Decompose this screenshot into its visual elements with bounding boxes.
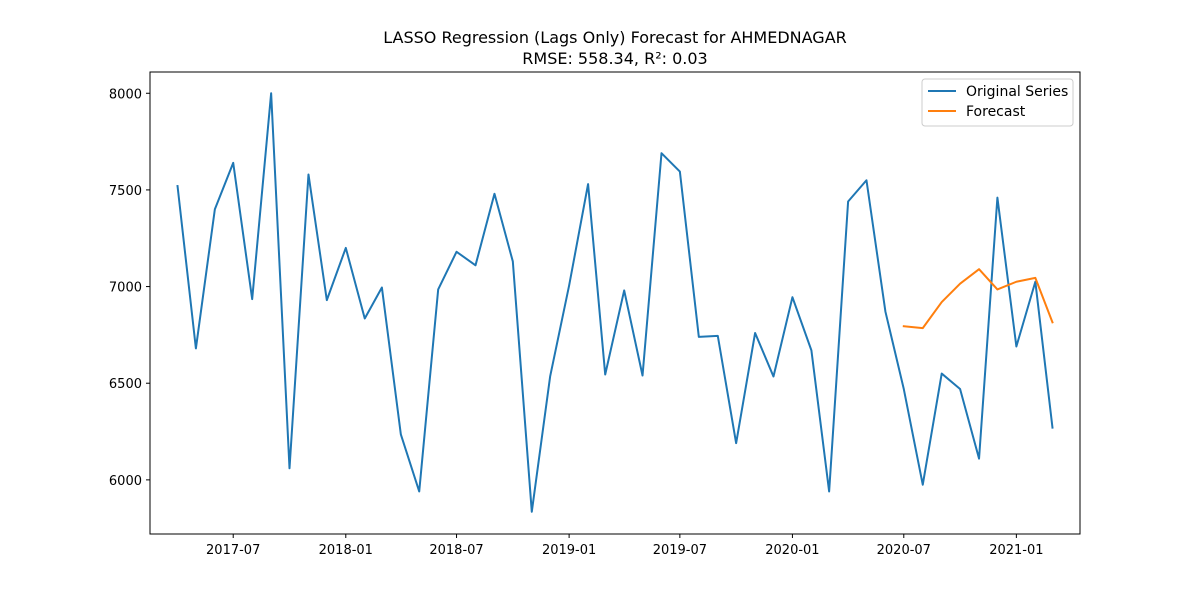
x-tick-label: 2019-07 [653, 543, 707, 558]
y-tick-label: 6500 [109, 377, 142, 392]
x-axis: 2017-07 2018-01 2018-07 2019-01 2019-07 2020-… [206, 534, 1044, 558]
y-axis: 6000 6500 7000 7500 8000 [109, 87, 150, 489]
legend-box [921, 78, 1074, 127]
x-tick-label: 2017-07 [206, 543, 260, 558]
x-tick-label: 2018-07 [429, 543, 483, 558]
x-tick-label: 2020-01 [765, 543, 819, 558]
chart-subtitle: RMSE: 558.34, R²: 0.03 [522, 49, 707, 68]
x-tick-label: 2019-01 [542, 543, 596, 558]
plot-area [149, 71, 1081, 535]
y-tick-label: 8000 [109, 87, 142, 102]
legend-label-forecast: Forecast [966, 104, 1026, 120]
y-tick-label: 7000 [109, 281, 142, 296]
chart-title: LASSO Regression (Lags Only) Forecast fo… [383, 28, 847, 47]
x-tick-label: 2021-01 [989, 543, 1043, 558]
series-line-forecast [902, 268, 1054, 330]
legend-label-original: Original Series [966, 84, 1068, 100]
y-tick-label: 6000 [109, 474, 142, 489]
x-tick-label: 2020-07 [877, 543, 931, 558]
x-tick-label: 2018-01 [319, 543, 373, 558]
series-line-original [176, 92, 1054, 513]
legend: Original Series Forecast [921, 78, 1074, 127]
y-tick-label: 7500 [109, 184, 142, 199]
series-layer [176, 92, 1054, 513]
